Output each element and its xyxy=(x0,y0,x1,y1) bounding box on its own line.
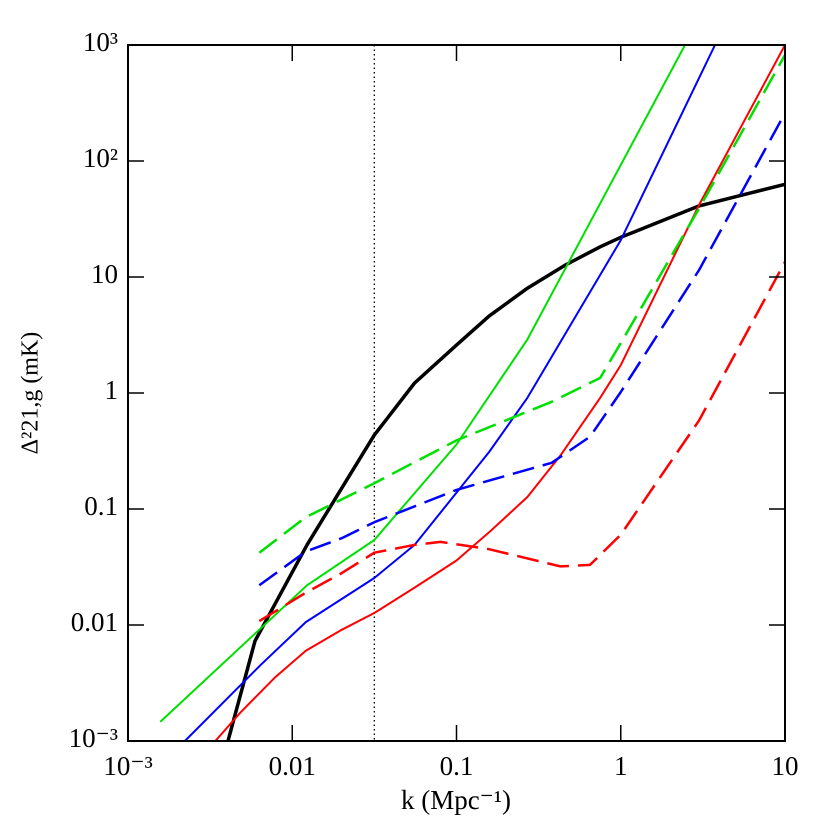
series-line xyxy=(226,182,785,741)
series-line xyxy=(214,45,785,741)
series-line xyxy=(258,54,785,554)
y-tick-label: 1 xyxy=(105,375,119,405)
x-tick-label: 10⁻³ xyxy=(103,751,152,781)
plot-frame xyxy=(127,44,786,742)
series-line xyxy=(184,45,716,741)
x-axis-label: k (Mpc⁻¹) xyxy=(401,785,511,815)
y-axis-label: Δ²21,g (mK) xyxy=(18,332,44,455)
x-tick-label: 0.1 xyxy=(440,751,474,781)
series-line xyxy=(159,45,686,723)
y-tick-label: 10⁻³ xyxy=(69,723,118,753)
x-tick-label: 0.01 xyxy=(269,751,316,781)
x-tick-label: 10 xyxy=(772,751,799,781)
plot-lines xyxy=(159,45,785,741)
y-tick-label: 0.1 xyxy=(84,491,118,521)
x-tick-label: 1 xyxy=(614,751,628,781)
y-tick-label: 10² xyxy=(83,143,118,173)
y-tick-label: 10³ xyxy=(83,27,118,57)
y-tick-label: 0.01 xyxy=(71,607,118,637)
series-line xyxy=(258,261,785,623)
y-tick-label: 10 xyxy=(91,259,118,289)
series-line xyxy=(258,112,785,587)
